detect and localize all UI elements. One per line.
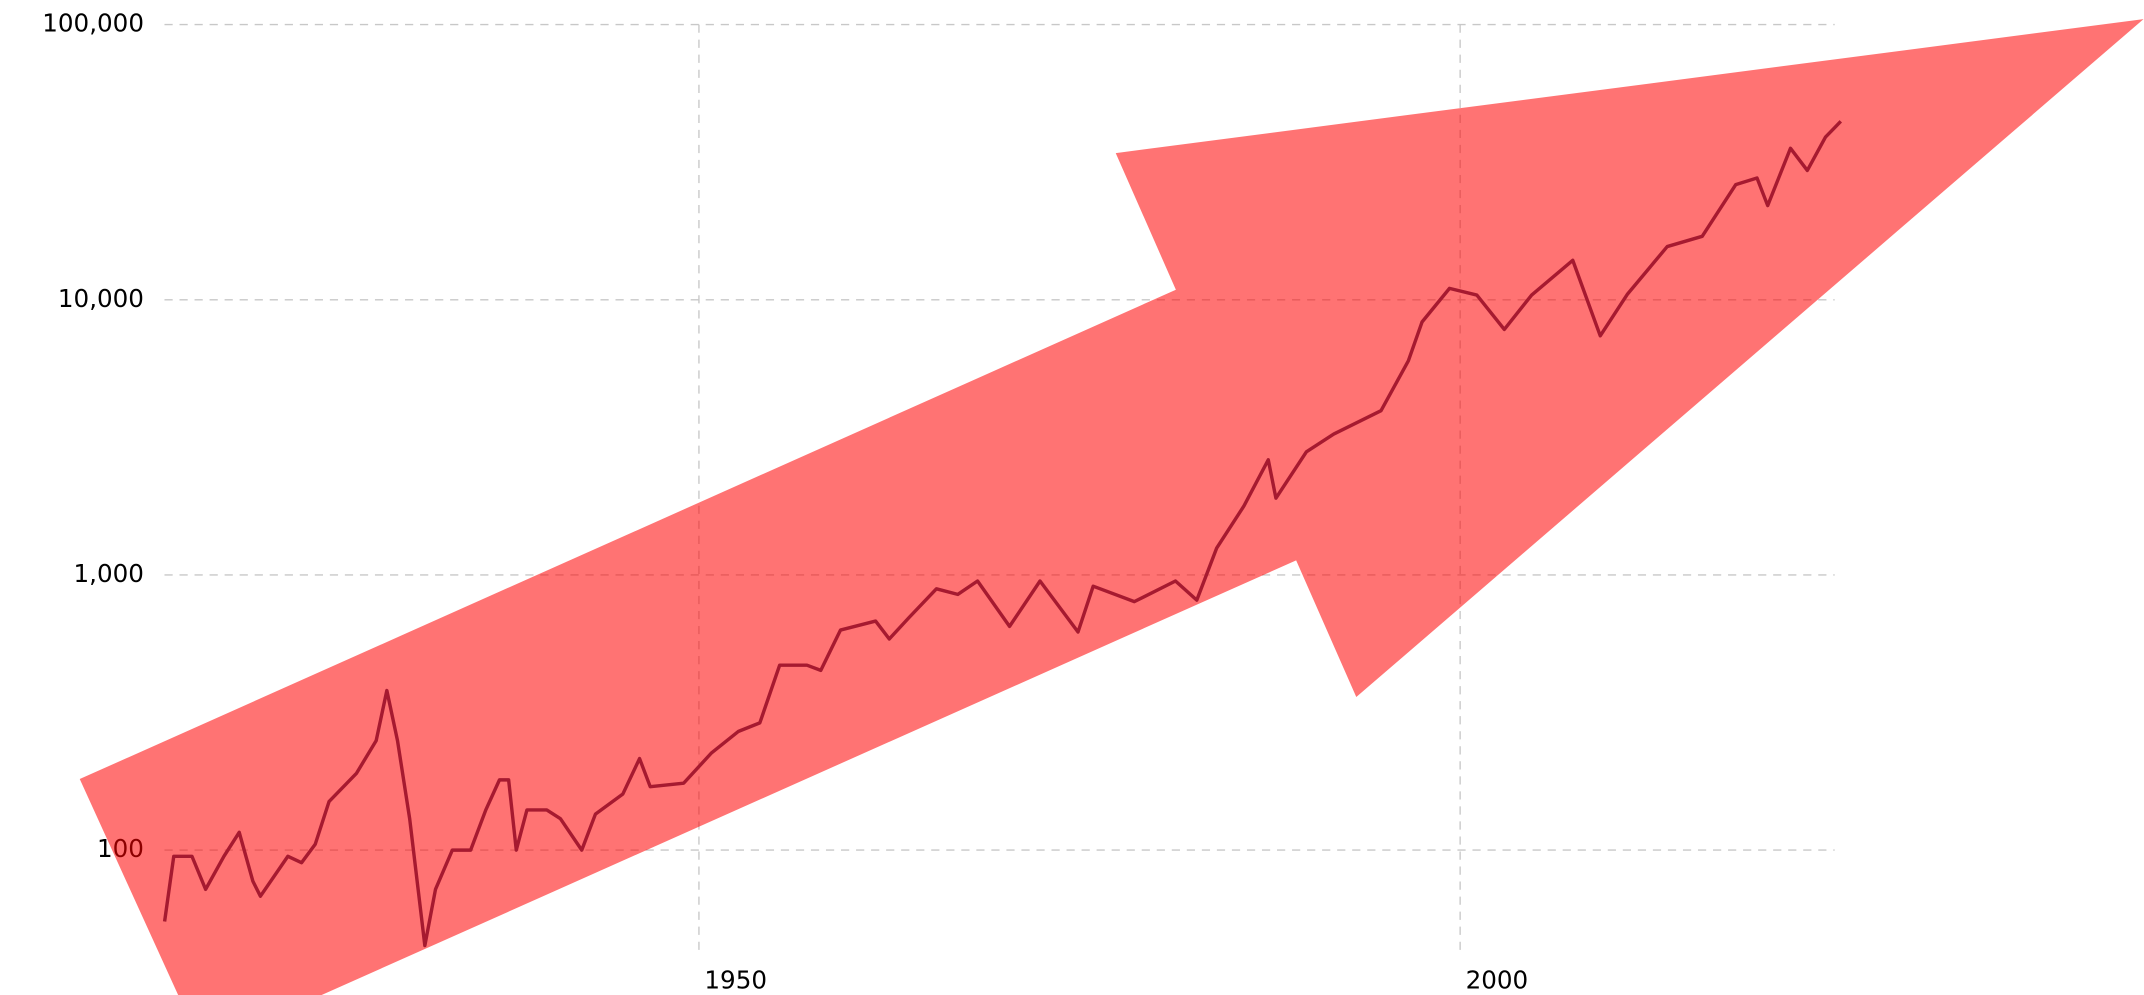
x-tick-label: 2000: [1466, 965, 1529, 994]
x-tick-label: 1950: [704, 965, 767, 994]
arrow-decoration: [79, 19, 2144, 995]
y-tick-label: 10,000: [58, 284, 144, 313]
y-tick-label: 100,000: [42, 9, 144, 38]
y-tick-label: 1,000: [74, 559, 144, 588]
